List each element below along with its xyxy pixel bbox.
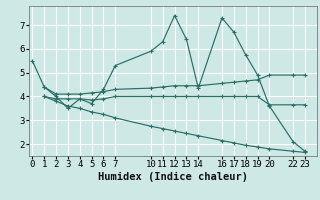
X-axis label: Humidex (Indice chaleur): Humidex (Indice chaleur): [98, 172, 248, 182]
